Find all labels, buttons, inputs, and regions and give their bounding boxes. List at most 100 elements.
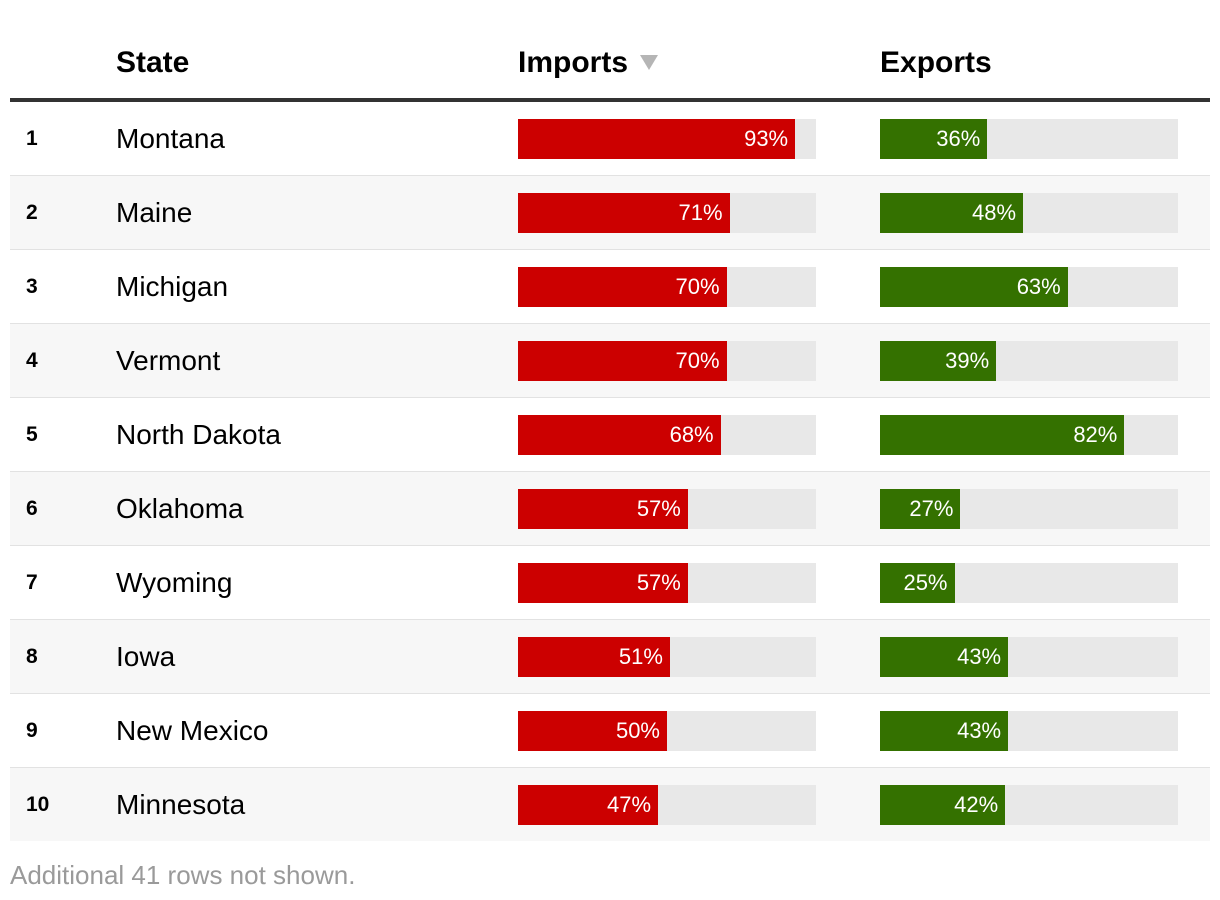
row-rank: 7 [26,571,38,594]
row-state-name: Minnesota [116,789,246,820]
table-row: 6 Oklahoma 57% 27% [10,472,1210,546]
row-rank: 8 [26,645,38,668]
imports-bar-track: 57% [518,489,816,529]
imports-bar: 70% [518,341,727,381]
exports-value-label: 48% [971,200,1017,225]
imports-value-label: 57% [636,570,681,595]
table-row: 5 North Dakota 68% 82% [10,398,1210,472]
imports-bar: 51% [518,637,670,677]
exports-bar-track: 82% [880,415,1178,455]
table-row: 1 Montana 93% 36% [10,102,1210,176]
exports-value-label: 25% [903,570,948,595]
row-state-name: Michigan [116,271,229,302]
imports-value-label: 68% [669,422,714,447]
imports-bar: 47% [518,785,659,825]
row-rank: 2 [26,201,38,224]
exports-bar-track: 43% [880,637,1178,677]
table-row: 9 New Mexico 50% 43% [10,694,1210,768]
column-header-exports-label: Exports [880,46,992,79]
imports-value-label: 70% [675,274,720,299]
imports-bar: 93% [518,119,796,159]
row-state-name: Montana [116,123,225,154]
rows-not-shown-note: Additional 41 rows not shown. [10,860,356,890]
imports-value-label: 50% [615,718,660,743]
exports-value-label: 36% [936,126,981,151]
row-rank: 6 [26,497,38,520]
exports-value-label: 42% [954,792,999,817]
imports-bar-track: 71% [518,193,816,233]
exports-value-label: 43% [957,718,1002,743]
exports-bar: 39% [880,341,997,381]
column-header-imports-label: Imports [518,46,629,79]
table-row: 8 Iowa 51% 43% [10,620,1210,694]
column-header-imports[interactable]: Imports [518,45,659,81]
exports-bar: 25% [880,563,955,603]
exports-bar: 63% [880,267,1068,307]
exports-bar-track: 48% [880,193,1178,233]
row-state-name: Oklahoma [116,493,244,524]
exports-bar-track: 39% [880,341,1178,381]
imports-bar: 68% [518,415,721,455]
row-rank: 4 [26,349,38,372]
exports-bar: 43% [880,637,1009,677]
table-row: 10 Minnesota 47% 42% [10,768,1210,841]
row-state-name: New Mexico [116,715,269,746]
exports-bar-track: 42% [880,785,1178,825]
imports-bar-track: 68% [518,415,816,455]
imports-bar-track: 47% [518,785,816,825]
exports-bar-track: 36% [880,119,1178,159]
row-rank: 10 [26,793,50,816]
imports-bar: 57% [518,563,688,603]
sort-descending-icon [640,54,659,70]
table-row: 7 Wyoming 57% 25% [10,546,1210,620]
exports-bar: 82% [880,415,1125,455]
row-state-name: Maine [116,197,193,228]
imports-value-label: 57% [636,496,681,521]
imports-bar-track: 50% [518,711,816,751]
exports-value-label: 82% [1073,422,1118,447]
column-header-exports[interactable]: Exports [880,45,992,81]
exports-bar: 27% [880,489,961,529]
column-header-state-label: State [116,46,190,79]
data-table: State Imports Exports 1 Montana 93% 36% 2 Mai… [10,0,1210,841]
imports-value-label: 47% [607,792,652,817]
row-state-name: North Dakota [116,419,281,450]
table-row: 3 Michigan 70% 63% [10,250,1210,324]
imports-bar: 57% [518,489,688,529]
row-rank: 9 [26,719,38,742]
exports-value-label: 27% [909,496,954,521]
exports-bar-track: 63% [880,267,1178,307]
imports-bar-track: 70% [518,341,816,381]
imports-value-label: 51% [618,644,663,669]
row-state-name: Iowa [116,641,176,672]
row-state-name: Vermont [116,345,221,376]
imports-bar-track: 57% [518,563,816,603]
table-body: 1 Montana 93% 36% 2 Maine 71% 48% 3 Michigan 70% 63… [10,102,1210,841]
row-rank: 3 [26,275,38,298]
exports-bar: 43% [880,711,1009,751]
imports-bar: 50% [518,711,667,751]
exports-value-label: 43% [957,644,1002,669]
imports-bar: 71% [518,193,730,233]
exports-bar: 42% [880,785,1006,825]
imports-value-label: 70% [675,348,720,373]
column-header-state[interactable]: State [116,45,189,81]
imports-bar-track: 70% [518,267,816,307]
row-state-name: Wyoming [116,567,233,598]
exports-bar: 36% [880,119,988,159]
exports-bar-track: 43% [880,711,1178,751]
exports-value-label: 63% [1016,274,1061,299]
imports-bar: 70% [518,267,727,307]
imports-value-label: 71% [678,200,723,225]
exports-value-label: 39% [945,348,990,373]
imports-value-label: 93% [744,126,789,151]
exports-bar: 48% [880,193,1024,233]
imports-bar-track: 93% [518,119,816,159]
table-row: 2 Maine 71% 48% [10,176,1210,250]
row-rank: 5 [26,423,38,446]
row-rank: 1 [26,127,38,150]
exports-bar-track: 25% [880,563,1178,603]
imports-bar-track: 51% [518,637,816,677]
table-header: State Imports Exports [10,0,1210,102]
table-row: 4 Vermont 70% 39% [10,324,1210,398]
